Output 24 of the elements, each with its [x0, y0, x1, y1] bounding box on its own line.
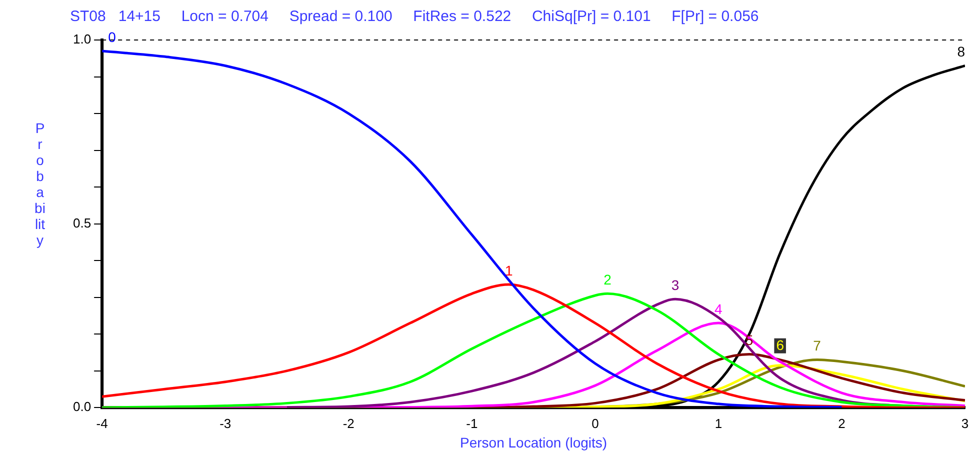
y-tick-label: 0.0 — [72, 399, 92, 414]
series-label: 3 — [671, 277, 680, 294]
series-label: 8 — [957, 44, 966, 60]
x-tick-label: 2 — [838, 416, 846, 431]
x-tick-label: -2 — [342, 416, 354, 431]
series-label: 6 — [776, 337, 784, 354]
x-tick-label: -4 — [96, 416, 108, 431]
series-label: 2 — [604, 272, 612, 288]
series-label: 7 — [813, 338, 822, 354]
series-label: 1 — [504, 262, 513, 278]
x-tick-label: 0 — [592, 416, 599, 431]
x-tick-label: 3 — [961, 416, 969, 431]
y-tick-label: 1.0 — [72, 32, 92, 47]
series-label: 5 — [745, 332, 754, 348]
series-label: 4 — [714, 300, 723, 317]
x-tick-label: 1 — [714, 416, 722, 431]
x-tick-label: -3 — [220, 416, 232, 431]
series-label: 0 — [108, 28, 116, 45]
x-tick-label: -1 — [466, 416, 478, 431]
x-axis-title: Person Location (logits) — [460, 434, 608, 450]
y-axis-title: Probability — [34, 120, 46, 248]
chart-title: ST08 14+15 Locn = 0.704 Spread = 0.100 FitRes = 0.522 ChiSq[Pr] = 0.101 F[Pr] = 0.056 — [70, 8, 759, 26]
y-tick-label: 0.5 — [72, 215, 92, 230]
line-series — [102, 50, 843, 408]
